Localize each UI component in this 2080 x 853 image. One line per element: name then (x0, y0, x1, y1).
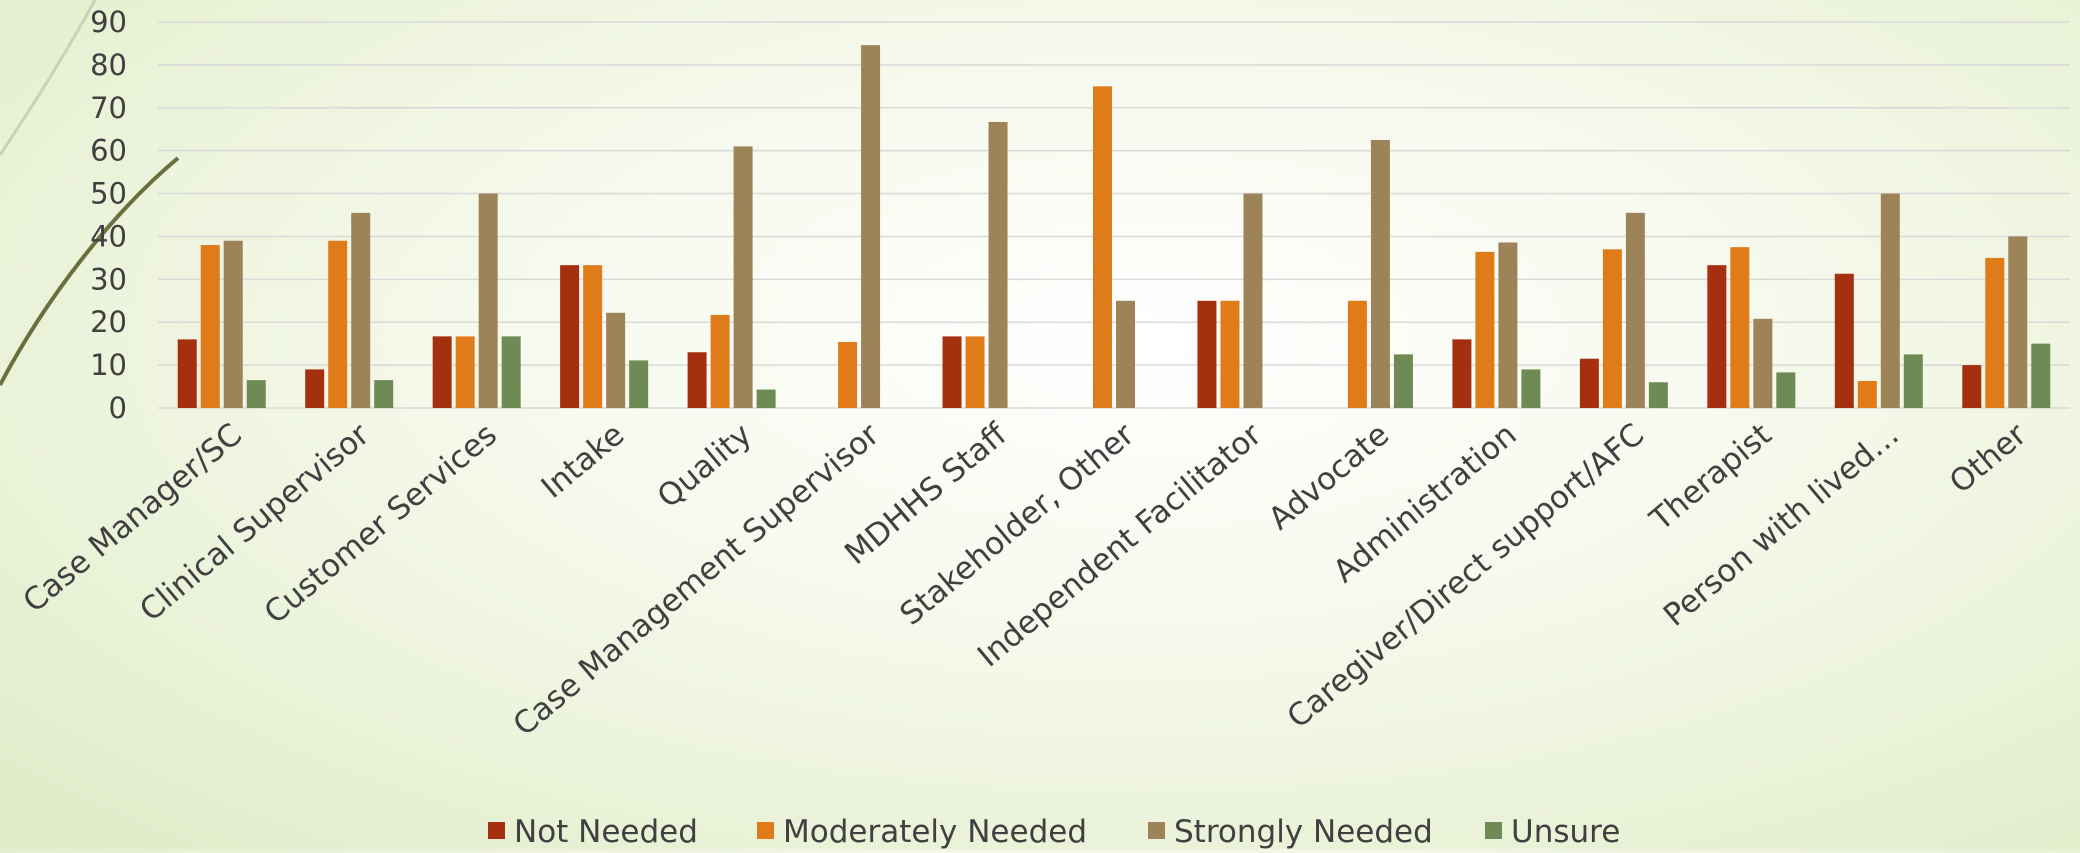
bar-moderately-needed-case-manager-sc (200, 245, 220, 408)
y-tick-label: 80 (90, 48, 127, 82)
bar-moderately-needed-therapist (1730, 247, 1750, 408)
x-category-label: Case Manager/SC (16, 417, 249, 620)
bar-not-needed-other (1962, 365, 1982, 408)
bar-strongly-needed-intake (606, 312, 626, 408)
y-tick-label: 20 (90, 305, 127, 339)
bar-moderately-needed-caregiver-direct-support-afc (1602, 249, 1622, 408)
legend: Not Needed Moderately Needed Strongly Need… (488, 814, 1620, 850)
x-category-label: Intake (535, 417, 632, 506)
legend-swatch-moderately-needed (757, 822, 774, 839)
bar-moderately-needed-independent-facilitator (1220, 300, 1240, 408)
bar-strongly-needed-clinical-supervisor (351, 212, 371, 408)
bar-moderately-needed-quality (710, 314, 730, 408)
bar-strongly-needed-quality (733, 146, 753, 408)
bar-unsure-clinical-supervisor (374, 380, 394, 408)
legend-swatch-unsure (1485, 822, 1502, 839)
bar-not-needed-therapist (1707, 265, 1727, 408)
bar-unsure-person-with-lived (1903, 354, 1923, 408)
x-category-label: Advocate (1262, 417, 1396, 538)
legend-label-strongly-needed: Strongly Needed (1174, 814, 1433, 849)
bar-moderately-needed-clinical-supervisor (328, 240, 348, 408)
y-tick-label: 90 (90, 5, 127, 39)
bar-strongly-needed-administration (1498, 242, 1518, 408)
bar-strongly-needed-independent-facilitator (1243, 193, 1263, 408)
legend-swatch-strongly-needed (1148, 822, 1165, 839)
bar-moderately-needed-case-management-supervisor (838, 341, 858, 408)
bar-not-needed-clinical-supervisor (305, 369, 325, 408)
bar-unsure-caregiver-direct-support-afc (1648, 382, 1668, 408)
y-tick-label: 0 (109, 391, 127, 425)
x-category-label: Stakeholder, Other (893, 416, 1141, 632)
x-category-label: Other (1943, 416, 2034, 500)
bar-not-needed-customer-services (432, 336, 452, 408)
y-tick-label: 50 (90, 177, 127, 211)
bar-unsure-administration (1521, 369, 1541, 408)
bar-strongly-needed-therapist (1753, 318, 1773, 408)
bar-not-needed-mdhhs-staff (942, 336, 962, 408)
x-category-label: Quality (651, 417, 759, 516)
bar-not-needed-case-manager-sc (177, 339, 197, 408)
bar-unsure-therapist (1776, 372, 1796, 408)
x-category-label: Customer Services (258, 417, 504, 632)
bar-moderately-needed-person-with-lived (1857, 380, 1877, 408)
decorative-curves (0, 0, 180, 386)
bar-strongly-needed-mdhhs-staff (988, 121, 1008, 408)
bar-strongly-needed-person-with-lived (1880, 193, 1900, 408)
bar-not-needed-independent-facilitator (1197, 300, 1217, 408)
bar-moderately-needed-other (1985, 257, 2005, 408)
bar-strongly-needed-stakeholder-other (1116, 300, 1135, 408)
bar-strongly-needed-other (2008, 236, 2028, 408)
x-category-label: Person with lived… (1657, 417, 1906, 634)
legend-label-moderately-needed: Moderately Needed (783, 814, 1087, 849)
bar-not-needed-person-with-lived (1834, 273, 1854, 408)
bar-unsure-intake (629, 360, 649, 408)
legend-label-unsure: Unsure (1511, 814, 1620, 849)
bar-moderately-needed-stakeholder-other (1093, 86, 1112, 408)
bar-not-needed-caregiver-direct-support-afc (1579, 358, 1599, 408)
bar-strongly-needed-advocate (1370, 139, 1390, 408)
bar-not-needed-quality (687, 352, 707, 408)
bar-strongly-needed-case-manager-sc (223, 240, 243, 408)
y-tick-label: 70 (90, 91, 127, 125)
bar-moderately-needed-advocate (1347, 300, 1367, 408)
y-tick-label: 30 (90, 262, 127, 296)
bar-moderately-needed-customer-services (455, 336, 475, 408)
y-tick-label: 10 (90, 348, 127, 382)
bar-moderately-needed-administration (1475, 251, 1495, 408)
bar-unsure-advocate (1393, 354, 1413, 408)
gridlines (158, 21, 2070, 409)
bar-unsure-case-manager-sc (246, 380, 266, 408)
bar-strongly-needed-case-management-supervisor (861, 45, 881, 408)
bar-not-needed-intake (560, 265, 580, 408)
x-category-label: Clinical Supervisor (133, 416, 376, 628)
bar-unsure-customer-services (501, 336, 521, 408)
bar-not-needed-administration (1452, 339, 1472, 408)
legend-label-not-needed: Not Needed (514, 814, 698, 849)
bar-strongly-needed-customer-services (478, 193, 498, 408)
bar-moderately-needed-mdhhs-staff (965, 336, 985, 408)
bar-unsure-quality (756, 389, 776, 408)
bar-moderately-needed-intake (583, 265, 603, 408)
bar-strongly-needed-caregiver-direct-support-afc (1625, 212, 1645, 408)
bar-unsure-other (2031, 343, 2051, 408)
legend-swatch-not-needed (488, 822, 505, 839)
y-tick-label: 40 (90, 219, 127, 253)
y-axis-ticks: 0 10 20 30 40 50 60 70 80 90 (90, 5, 127, 425)
y-tick-label: 60 (90, 134, 127, 168)
bars (177, 45, 2051, 408)
